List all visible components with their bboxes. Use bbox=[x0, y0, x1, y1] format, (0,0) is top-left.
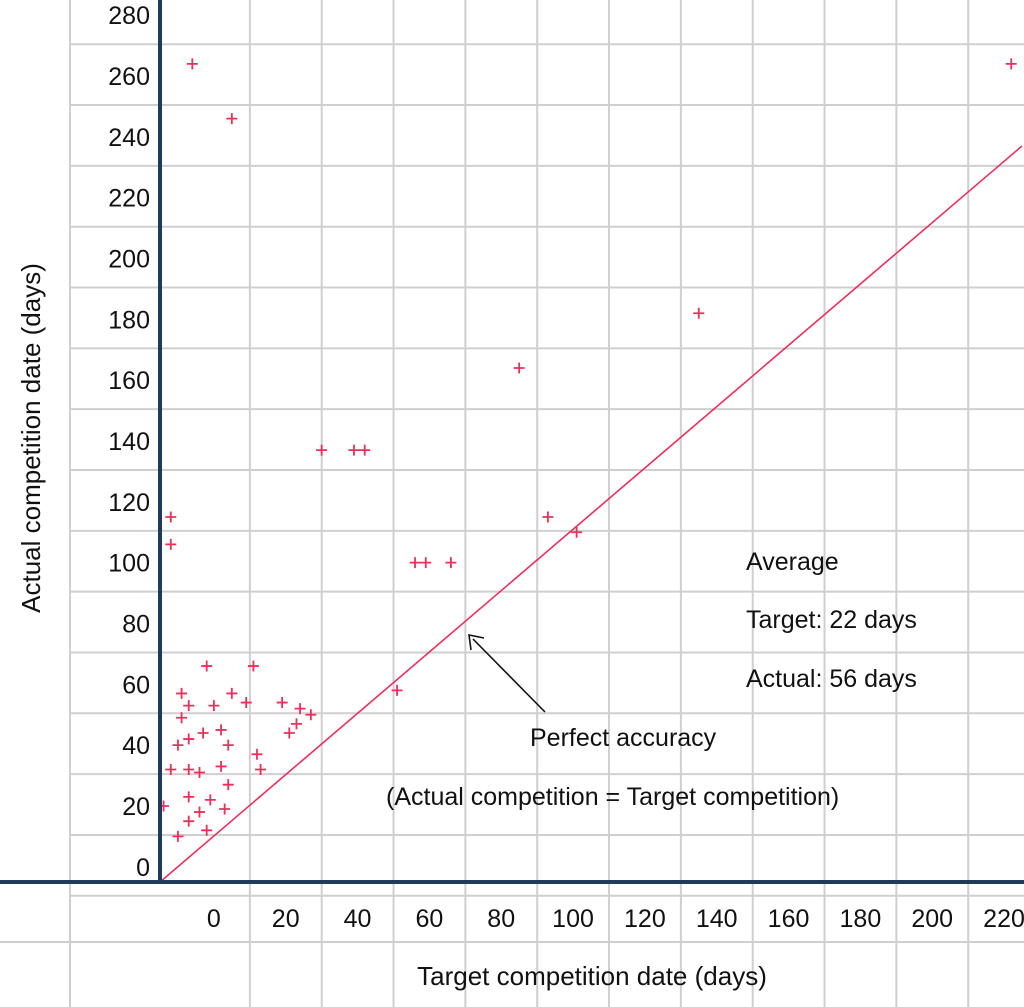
data-point bbox=[247, 660, 259, 672]
data-point bbox=[1005, 58, 1017, 70]
x-tick-label: 120 bbox=[624, 905, 666, 933]
x-tick-label: 40 bbox=[344, 905, 372, 933]
data-point bbox=[305, 709, 317, 721]
data-point bbox=[409, 557, 421, 569]
data-point bbox=[283, 727, 295, 739]
data-point bbox=[294, 703, 306, 715]
average-actual-label: Actual: 56 days bbox=[746, 665, 917, 693]
x-tick-label: 140 bbox=[696, 905, 738, 933]
y-tick-label: 180 bbox=[108, 306, 150, 334]
data-point bbox=[186, 58, 198, 70]
data-point bbox=[348, 444, 360, 456]
data-point bbox=[201, 824, 213, 836]
x-tick-label: 0 bbox=[207, 905, 221, 933]
x-tick-label: 200 bbox=[911, 905, 953, 933]
data-point bbox=[194, 806, 206, 818]
data-point bbox=[316, 444, 328, 456]
data-point bbox=[222, 739, 234, 751]
data-point bbox=[183, 815, 195, 827]
y-axis-title: Actual competition date (days) bbox=[16, 263, 46, 613]
data-point bbox=[165, 511, 177, 523]
data-point bbox=[391, 684, 403, 696]
y-tick-label: 40 bbox=[122, 732, 150, 760]
y-tick-label: 0 bbox=[136, 854, 150, 882]
data-point bbox=[215, 760, 227, 772]
data-point bbox=[215, 724, 227, 736]
y-tick-label: 140 bbox=[108, 428, 150, 456]
x-tick-label: 80 bbox=[487, 905, 515, 933]
x-tick-label: 220 bbox=[983, 905, 1024, 933]
average-target-label: Target: 22 days bbox=[746, 606, 917, 634]
data-point bbox=[165, 763, 177, 775]
data-point bbox=[251, 748, 263, 760]
data-point bbox=[208, 700, 220, 712]
data-point bbox=[445, 557, 457, 569]
data-point bbox=[172, 830, 184, 842]
y-tick-label: 220 bbox=[108, 185, 150, 213]
data-point bbox=[183, 791, 195, 803]
y-tick-label: 80 bbox=[122, 610, 150, 638]
data-point bbox=[276, 697, 288, 709]
data-point bbox=[222, 779, 234, 791]
y-tick-labels: 0 20 40 60 80 100 120 140 160 180 200 220 240 260 280 bbox=[108, 2, 150, 882]
x-tick-label: 100 bbox=[552, 905, 594, 933]
data-point bbox=[571, 526, 583, 538]
data-point bbox=[183, 733, 195, 745]
data-point bbox=[420, 557, 432, 569]
x-tick-label: 60 bbox=[415, 905, 443, 933]
data-point bbox=[201, 660, 213, 672]
data-points bbox=[158, 58, 1017, 842]
data-point bbox=[226, 113, 238, 125]
y-tick-label: 160 bbox=[108, 367, 150, 395]
data-point bbox=[183, 763, 195, 775]
data-point bbox=[165, 538, 177, 550]
data-point bbox=[359, 444, 371, 456]
data-point bbox=[226, 687, 238, 699]
perfect-accuracy-formula: (Actual competition = Target competition… bbox=[386, 783, 839, 811]
data-point bbox=[172, 739, 184, 751]
y-tick-label: 20 bbox=[122, 793, 150, 821]
data-point bbox=[255, 763, 267, 775]
annotation-arrow bbox=[472, 638, 546, 713]
x-tick-label: 20 bbox=[272, 905, 300, 933]
y-tick-label: 200 bbox=[108, 246, 150, 274]
data-point bbox=[194, 767, 206, 779]
perfect-accuracy-label: Perfect accuracy bbox=[530, 724, 717, 752]
data-point bbox=[219, 803, 231, 815]
data-point bbox=[513, 362, 525, 374]
data-point bbox=[183, 700, 195, 712]
data-point bbox=[197, 727, 209, 739]
data-point bbox=[542, 511, 554, 523]
annotation-arrow-head bbox=[468, 633, 485, 651]
y-tick-label: 240 bbox=[108, 124, 150, 152]
average-heading: Average bbox=[746, 548, 839, 576]
data-point bbox=[204, 794, 216, 806]
perfect-accuracy-line bbox=[159, 145, 1023, 883]
y-tick-label: 60 bbox=[122, 671, 150, 699]
data-point bbox=[176, 687, 188, 699]
data-point bbox=[693, 307, 705, 319]
y-tick-label: 260 bbox=[108, 63, 150, 91]
y-tick-label: 100 bbox=[108, 550, 150, 578]
y-tick-label: 120 bbox=[108, 489, 150, 517]
x-axis-title: Target competition date (days) bbox=[417, 961, 767, 991]
x-tick-labels: 0 20 40 60 80 100 120 140 160 180 200 220 bbox=[207, 905, 1024, 933]
data-point bbox=[176, 712, 188, 724]
data-point bbox=[240, 697, 252, 709]
data-point bbox=[290, 718, 302, 730]
y-tick-label: 280 bbox=[108, 2, 150, 30]
x-tick-label: 160 bbox=[768, 905, 810, 933]
x-tick-label: 180 bbox=[840, 905, 882, 933]
